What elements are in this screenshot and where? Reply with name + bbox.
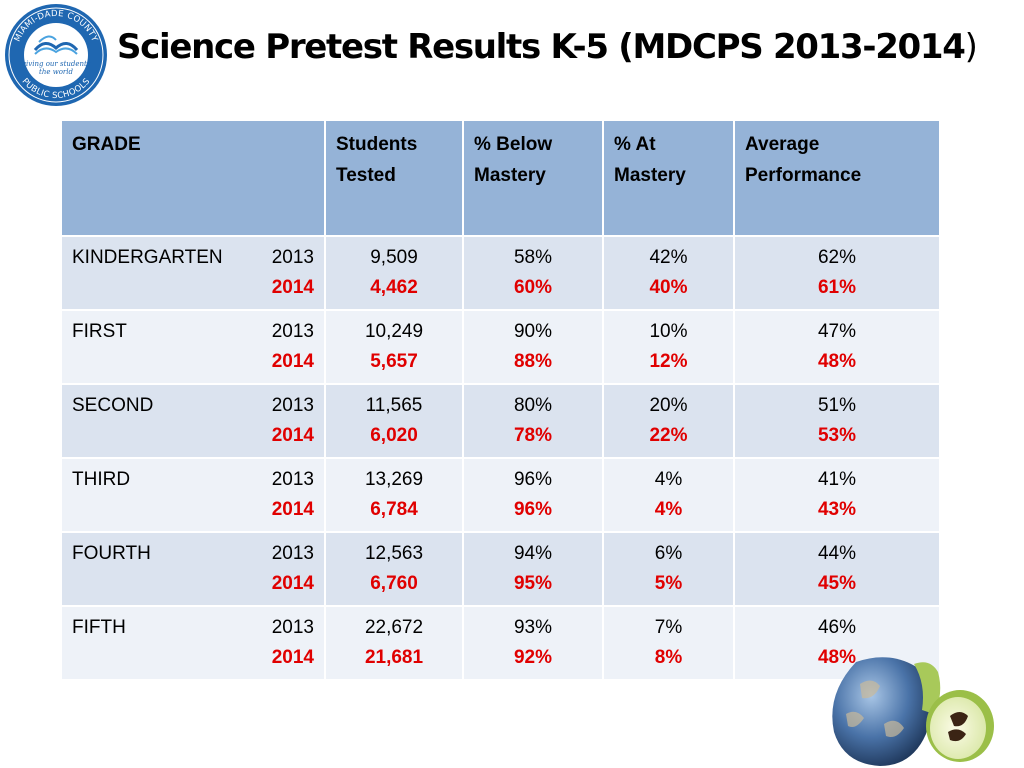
grade-name: FOURTH: [72, 543, 151, 564]
students-cell: 12,563 6,760: [324, 531, 464, 607]
grade-cell: KINDERGARTEN 2013 2014: [60, 235, 326, 311]
earth-apple-icon: [832, 657, 994, 766]
table-row: FIFTH 2013 2014 22,672 21,681 93% 92% 7% 8% …: [60, 605, 941, 681]
logo-tagline-1: giving our students: [22, 60, 91, 68]
table-header-row: GRADE Students Tested % Below Mastery % At…: [60, 119, 941, 237]
students-cell: 10,249 5,657: [324, 309, 464, 385]
below-cell: 80% 78%: [462, 383, 604, 459]
header-below-mastery: % Below Mastery: [462, 119, 604, 237]
at-cell: 4% 4%: [602, 457, 735, 533]
grade-name: THIRD: [72, 469, 131, 490]
below-cell: 58% 60%: [462, 235, 604, 311]
at-cell: 7% 8%: [602, 605, 735, 681]
year-2013: 2013: [271, 469, 314, 490]
header-grade: GRADE: [60, 119, 326, 237]
at-cell: 42% 40%: [602, 235, 735, 311]
below-cell: 94% 95%: [462, 531, 604, 607]
logo-tagline-2: the world: [39, 68, 73, 76]
avg-cell: 47% 48%: [733, 309, 941, 385]
students-cell: 13,269 6,784: [324, 457, 464, 533]
table-row: SECOND 2013 2014 11,565 6,020 80% 78% 20% 22…: [60, 383, 941, 459]
grade-name: KINDERGARTEN: [72, 247, 223, 268]
grade-name: FIRST: [72, 321, 127, 342]
table-row: KINDERGARTEN 2013 2014 9,509 4,462 58% 60% …: [60, 235, 941, 311]
below-cell: 96% 96%: [462, 457, 604, 533]
mdcps-logo-icon: MIAMI-DADE COUNTY PUBLIC SCHOOLS giving …: [5, 4, 107, 106]
grade-cell: FOURTH 2013 2014: [60, 531, 326, 607]
year-2013: 2013: [271, 617, 314, 638]
header-average-performance: Average Performance: [733, 119, 941, 237]
year-2014: 2014: [271, 425, 314, 446]
at-cell: 20% 22%: [602, 383, 735, 459]
grade-cell: SECOND 2013 2014: [60, 383, 326, 459]
year-2013: 2013: [271, 543, 314, 564]
header-students-tested: Students Tested: [324, 119, 464, 237]
year-2014: 2014: [271, 499, 314, 520]
year-2014: 2014: [271, 573, 314, 594]
at-cell: 10% 12%: [602, 309, 735, 385]
table-row: THIRD 2013 2014 13,269 6,784 96% 96% 4% 4% 4…: [60, 457, 941, 533]
page-title-close-paren: ): [964, 27, 978, 67]
grade-name: FIFTH: [72, 617, 126, 638]
year-2014: 2014: [271, 277, 314, 298]
header-at-mastery: % At Mastery: [602, 119, 735, 237]
avg-cell: 51% 53%: [733, 383, 941, 459]
page-title: Science Pretest Results K-5 (MDCPS 2013-…: [117, 27, 978, 67]
avg-cell: 62% 61%: [733, 235, 941, 311]
year-2013: 2013: [271, 247, 314, 268]
at-cell: 6% 5%: [602, 531, 735, 607]
students-cell: 9,509 4,462: [324, 235, 464, 311]
avg-cell: 44% 45%: [733, 531, 941, 607]
year-2013: 2013: [271, 321, 314, 342]
page-title-main: Science Pretest Results K-5 (MDCPS 2013-…: [117, 27, 966, 67]
year-2014: 2014: [271, 351, 314, 372]
book-icon: [33, 35, 79, 55]
students-cell: 11,565 6,020: [324, 383, 464, 459]
table-row: FOURTH 2013 2014 12,563 6,760 94% 95% 6% 5% …: [60, 531, 941, 607]
below-cell: 90% 88%: [462, 309, 604, 385]
below-cell: 93% 92%: [462, 605, 604, 681]
year-2014: 2014: [271, 647, 314, 668]
students-cell: 22,672 21,681: [324, 605, 464, 681]
year-2013: 2013: [271, 395, 314, 416]
table-row: FIRST 2013 2014 10,249 5,657 90% 88% 10% 12%…: [60, 309, 941, 385]
grade-cell: THIRD 2013 2014: [60, 457, 326, 533]
grade-name: SECOND: [72, 395, 154, 416]
results-table: GRADE Students Tested % Below Mastery % At…: [60, 119, 941, 681]
grade-cell: FIRST 2013 2014: [60, 309, 326, 385]
avg-cell: 41% 43%: [733, 457, 941, 533]
grade-cell: FIFTH 2013 2014: [60, 605, 326, 681]
